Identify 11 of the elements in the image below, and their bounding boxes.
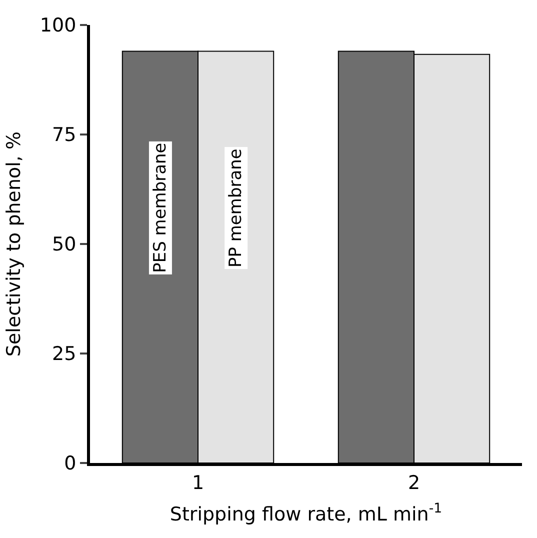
- y-tick-label: 50: [52, 234, 76, 256]
- y-tick-label: 100: [40, 14, 76, 37]
- y-tick-label: 25: [52, 343, 76, 366]
- y-tick-label: 0: [64, 452, 76, 475]
- series-label: PES membrane: [150, 142, 170, 273]
- y-axis-title: Selectivity to phenol, %: [2, 131, 25, 357]
- x-axis-title: Stripping flow rate, mL min$^{-1}$: [170, 502, 442, 526]
- y-tick-label: 75: [52, 124, 76, 146]
- x-tick-label: 1: [192, 472, 204, 494]
- series-label: PP membrane: [226, 148, 246, 268]
- x-tick-label: 2: [408, 472, 420, 494]
